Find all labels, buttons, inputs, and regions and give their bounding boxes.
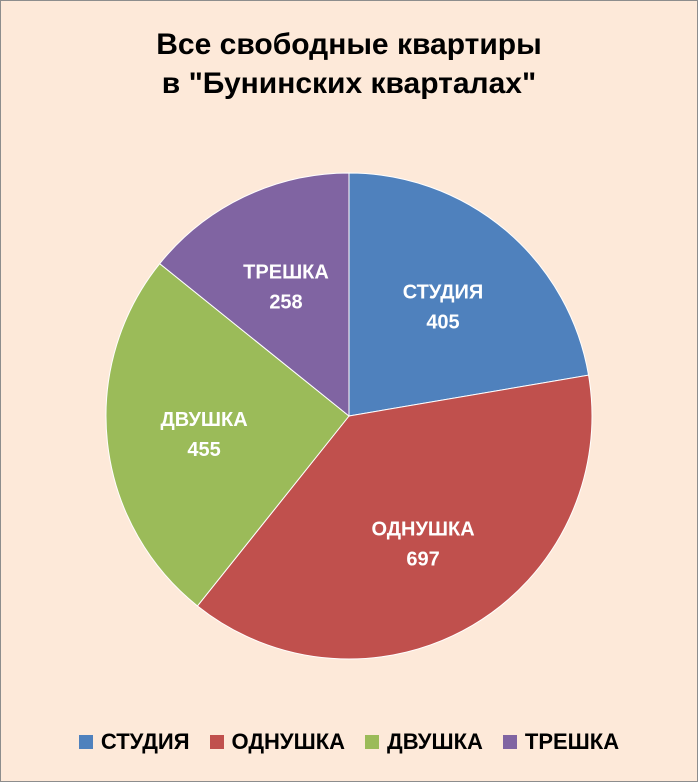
chart-title-line-2: в "Бунинских кварталах" [161, 67, 537, 100]
chart-legend: СТУДИЯ ОДНУШКА ДВУШКА ТРЕШКА [1, 729, 697, 755]
slice-value-label-two-room: 455 [187, 439, 220, 461]
legend-item-two-room: ДВУШКА [365, 729, 483, 755]
slice-value-label-three-room: 258 [269, 292, 302, 314]
chart-title: Все свободные квартиры в "Бунинских квар… [1, 25, 697, 103]
legend-label-studio: СТУДИЯ [100, 729, 190, 754]
legend-item-three-room: ТРЕШКА [502, 729, 620, 755]
pie-slice-studio [348, 172, 590, 417]
slice-category-label-studio: СТУДИЯ [403, 282, 484, 304]
pie-slice-three-room [158, 172, 350, 418]
legend-label-one-room: ОДНУШКА [231, 729, 346, 754]
slice-category-label-one-room: ОДНУШКА [372, 519, 475, 541]
legend-swatch-two-room [365, 735, 380, 749]
pie-slice-two-room [105, 262, 350, 607]
slice-category-label-three-room: ТРЕШКА [243, 262, 329, 284]
legend-item-one-room: ОДНУШКА [209, 729, 346, 755]
legend-swatch-one-room [209, 735, 224, 749]
pie-slices [105, 172, 593, 660]
legend-label-two-room: ДВУШКА [387, 729, 483, 754]
legend-label-three-room: ТРЕШКА [524, 729, 620, 754]
legend-swatch-studio [78, 735, 93, 749]
chart-title-line-1: Все свободные квартиры [156, 28, 542, 61]
legend-swatch-three-room [502, 735, 517, 749]
slice-value-label-one-room: 697 [406, 549, 439, 571]
legend-item-studio: СТУДИЯ [78, 729, 190, 755]
pie-data-labels: СТУДИЯ 405 ОДНУШКА 697 ДВУШКА 455 ТРЕШКА 258 [161, 262, 484, 571]
slice-value-label-studio: 405 [426, 312, 459, 334]
slice-category-label-two-room: ДВУШКА [161, 409, 248, 431]
pie-slice-one-room [196, 374, 593, 660]
